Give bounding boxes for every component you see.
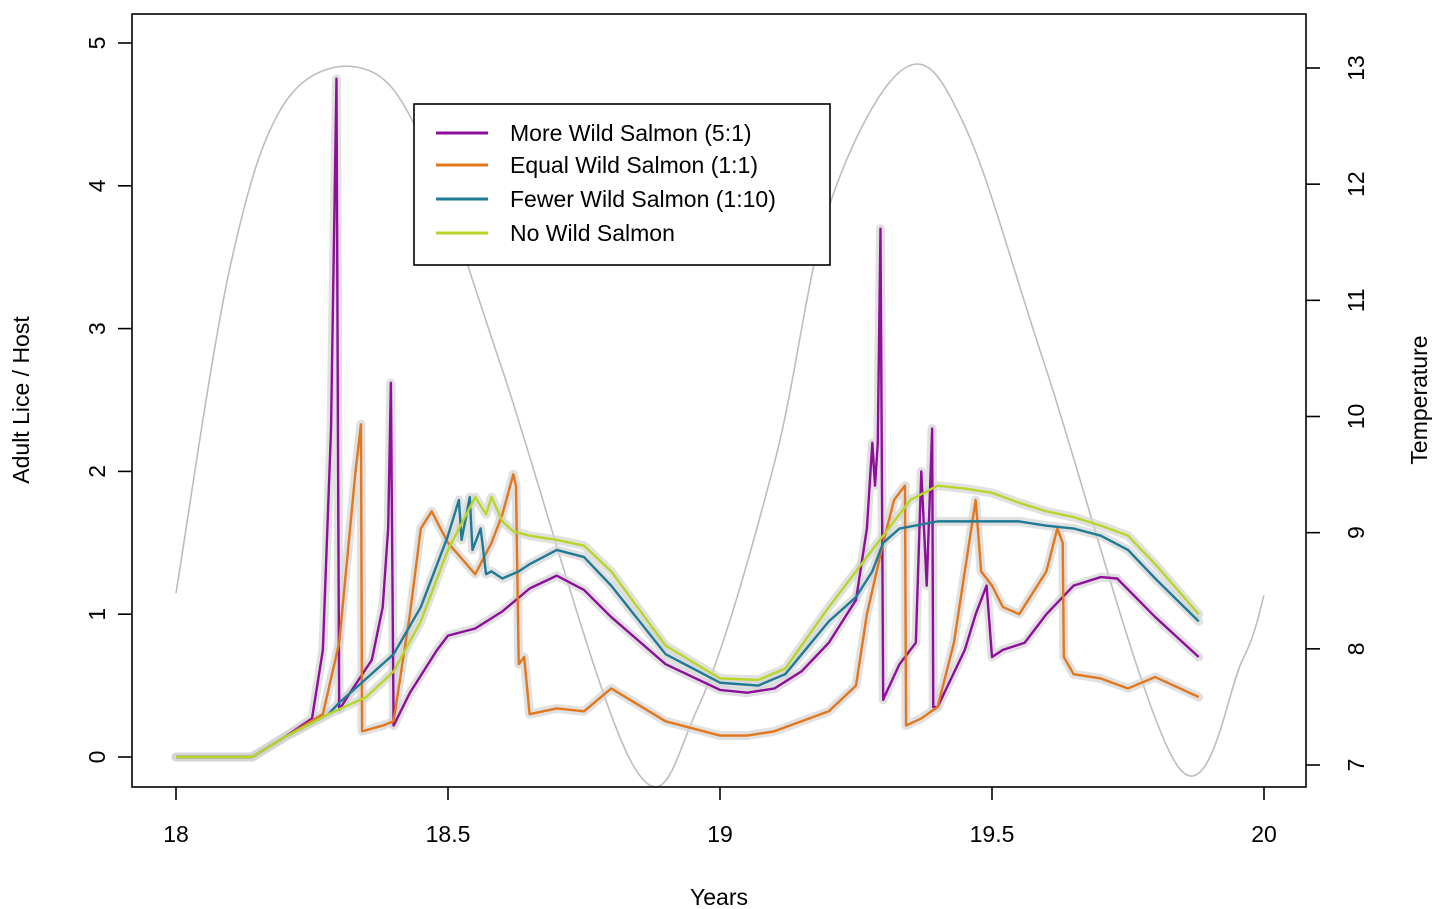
legend: More Wild Salmon (5:1) Equal Wild Salmon… [413, 103, 831, 266]
legend-label-none: No Wild Salmon [510, 220, 675, 246]
y2-tick-label: 7 [1343, 759, 1369, 772]
y-axis-left: 0 1 2 3 4 5 [84, 37, 132, 764]
y2-tick-label: 12 [1343, 171, 1369, 197]
x-tick-label: 18 [163, 821, 189, 847]
y-tick-label: 3 [84, 322, 110, 335]
y2-tick-label: 9 [1343, 526, 1369, 539]
series-line-no-wild-salmon [176, 484, 1200, 759]
plot-frame [131, 13, 1307, 788]
x-axis: 18 18.5 19 19.5 20 [163, 787, 1277, 847]
y-tick-label: 0 [84, 751, 110, 764]
series-line-equal-wild-salmon [176, 423, 1200, 759]
series-layer [171, 74, 1204, 762]
x-axis-title: Years [690, 884, 748, 909]
x-tick-label: 20 [1251, 821, 1277, 847]
x-tick-label: 19 [707, 821, 733, 847]
y2-tick-label: 8 [1343, 642, 1369, 655]
x-tick-label: 18.5 [426, 821, 471, 847]
legend-label-equal: Equal Wild Salmon (1:1) [510, 152, 758, 178]
legend-box [413, 103, 831, 266]
y-tick-label: 2 [84, 465, 110, 478]
y-tick-label: 1 [84, 608, 110, 621]
y-tick-label: 4 [84, 179, 110, 192]
legend-label-fewer: Fewer Wild Salmon (1:10) [510, 186, 776, 212]
y2-tick-label: 13 [1343, 55, 1369, 81]
x-tick-label: 19.5 [970, 821, 1015, 847]
series-line-fewer-wild-salmon [176, 495, 1200, 759]
y2-tick-label: 11 [1343, 288, 1369, 312]
y2-axis-title: Temperature [1406, 335, 1432, 464]
series-line-more-wild-salmon [176, 77, 1200, 759]
y-axis-title: Adult Lice / Host [8, 316, 34, 484]
y-tick-label: 5 [84, 37, 110, 50]
y-axis-right: 7 8 9 10 11 12 13 [1306, 55, 1369, 771]
y2-tick-label: 10 [1343, 404, 1369, 430]
legend-label-more: More Wild Salmon (5:1) [510, 120, 752, 146]
